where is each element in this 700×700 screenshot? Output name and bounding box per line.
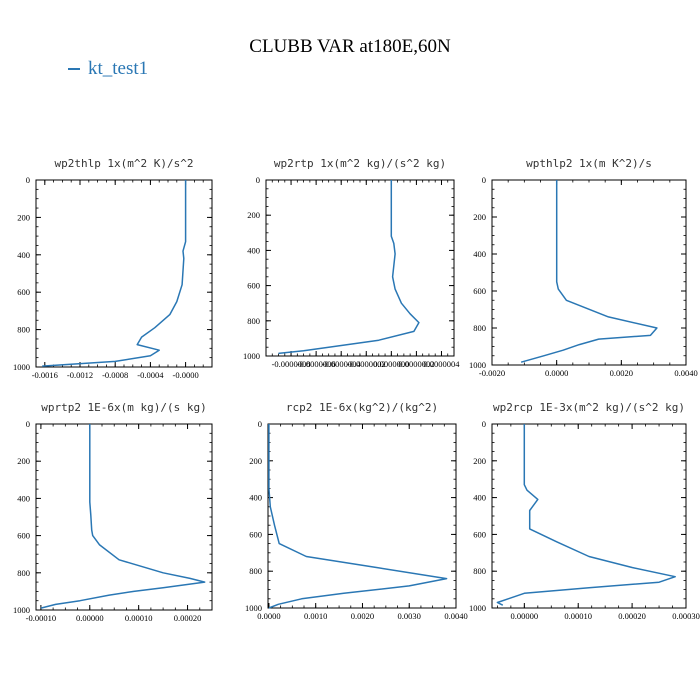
legend-line-swatch	[68, 68, 80, 70]
x-tick-label: -0.0000002	[347, 359, 386, 369]
x-tick-label: -0.0012	[67, 370, 93, 380]
x-tick-label: 0.00000	[76, 613, 104, 623]
x-tick-label: 0.0000002	[398, 359, 434, 369]
y-tick-label: 200	[17, 212, 30, 222]
chart-title: wp2thlp 1x(m^2 K)/s^2	[54, 157, 193, 170]
y-tick-label: 400	[249, 493, 262, 503]
x-tick-label: 0.0040	[444, 611, 467, 621]
y-tick-label: 600	[247, 281, 260, 291]
x-tick-label: -0.00010	[26, 613, 56, 623]
chart-title: rcp2 1E-6x(kg^2)/(kg^2)	[286, 401, 438, 414]
y-tick-label: 1000	[245, 603, 262, 613]
y-tick-label: 1000	[13, 362, 30, 372]
y-tick-label: 1000	[469, 360, 486, 370]
legend: kt_test1	[68, 58, 148, 80]
y-tick-label: 200	[473, 456, 486, 466]
chart-panel-6: wp2rcp 1E-3x(m^2 kg)/(s^2 kg) 0 200 400 600 8…	[469, 401, 700, 621]
series-line-kt_test1	[42, 180, 187, 367]
plot-frame	[491, 423, 687, 609]
x-tick-label: -0.0000	[172, 370, 198, 380]
x-tick-label: 0.00020	[174, 613, 202, 623]
y-tick-label: 400	[247, 245, 260, 255]
x-tick-label: 0.0000004	[423, 359, 460, 369]
plot-frame	[491, 179, 687, 366]
y-tick-label: 200	[249, 456, 262, 466]
chart-title: wp2rcp 1E-3x(m^2 kg)/(s^2 kg)	[493, 401, 685, 414]
series-line-kt_test1	[40, 424, 206, 609]
plot-frame	[35, 423, 213, 611]
y-tick-label: 400	[473, 249, 486, 259]
x-tick-label: -0.0000004	[322, 359, 362, 369]
x-tick-label: -0.0020	[479, 368, 505, 378]
chart-panel-2: wp2rtp 1x(m^2 kg)/(s^2 kg) 0 200 400 600 800 1…	[243, 157, 460, 369]
x-tick-label: 0.00000	[511, 611, 539, 621]
x-tick-label: 0.0020	[610, 368, 633, 378]
plot-frame	[267, 423, 457, 609]
chart-title: wpthlp2 1x(m K^2)/s	[526, 157, 652, 170]
y-tick-label: 600	[249, 529, 262, 539]
x-tick-label: -0.0016	[32, 370, 58, 380]
y-tick-label: 0	[482, 175, 486, 185]
y-tick-label: 600	[473, 286, 486, 296]
y-tick-label: 0	[26, 419, 30, 429]
chart-panel-4: wprtp2 1E-6x(m kg)/(s kg) 0 200 400 600 800 10…	[13, 401, 213, 623]
series-line-kt_test1	[278, 180, 420, 355]
y-tick-label: 0	[482, 419, 486, 429]
x-tick-label: 0.00010	[564, 611, 592, 621]
y-tick-label: 800	[249, 566, 262, 576]
x-tick-label: -0.0000008	[272, 359, 311, 369]
legend-label: kt_test1	[88, 58, 149, 79]
y-tick-label: 400	[17, 250, 30, 260]
y-tick-label: 600	[17, 531, 30, 541]
chart-title: wp2rtp 1x(m^2 kg)/(s^2 kg)	[274, 157, 446, 170]
y-tick-label: 800	[473, 323, 486, 333]
series-line-kt_test1	[520, 180, 658, 363]
chart-panel-3: wpthlp2 1x(m K^2)/s 0 200 400 600 800 1000-0.0…	[469, 157, 698, 378]
y-tick-label: 200	[473, 212, 486, 222]
chart-title: wprtp2 1E-6x(m kg)/(s kg)	[41, 401, 207, 414]
x-tick-label: 0.00030	[672, 611, 700, 621]
chart-panel-1: wp2thlp 1x(m^2 K)/s^202004006008001000-0…	[13, 157, 213, 380]
y-tick-label: 1000	[243, 351, 260, 361]
y-tick-label: 400	[17, 493, 30, 503]
x-tick-label: -0.0000006	[297, 359, 336, 369]
y-tick-label: 1000	[469, 603, 486, 613]
x-tick-label: -0.0008	[102, 370, 128, 380]
series-line-kt_test1	[496, 424, 676, 606]
page-title: CLUBB VAR at180E,60N	[249, 36, 451, 57]
y-tick-label: 1000	[13, 605, 30, 615]
x-tick-label: 0.0000000	[373, 359, 409, 369]
y-tick-label: 0	[26, 175, 30, 185]
x-tick-label: 0.0000	[257, 611, 280, 621]
y-tick-label: 0	[258, 419, 262, 429]
y-tick-label: 800	[17, 325, 30, 335]
y-tick-label: 600	[473, 529, 486, 539]
x-tick-label: 0.0030	[398, 611, 421, 621]
y-tick-label: 0	[256, 175, 260, 185]
x-tick-label: -0.0004	[137, 370, 164, 380]
y-tick-label: 800	[247, 316, 260, 326]
x-tick-label: 0.0040	[674, 368, 697, 378]
y-tick-label: 800	[473, 566, 486, 576]
x-tick-label: 0.0010	[304, 611, 327, 621]
chart-panel-5: rcp2 1E-6x(kg^2)/(kg^2) 0 200 400 600 800 1000…	[245, 401, 468, 621]
x-tick-label: 0.00010	[125, 613, 153, 623]
y-tick-label: 800	[17, 568, 30, 578]
series-line-kt_test1	[268, 424, 448, 609]
x-tick-label: 0.0020	[351, 611, 374, 621]
y-tick-label: 200	[17, 456, 30, 466]
x-tick-label: 0.00020	[618, 611, 646, 621]
x-tick-label: 0.0000	[545, 368, 568, 378]
plot-frame	[265, 179, 455, 357]
y-tick-label: 400	[473, 493, 486, 503]
y-tick-label: 600	[17, 287, 30, 297]
y-tick-label: 200	[247, 210, 260, 220]
